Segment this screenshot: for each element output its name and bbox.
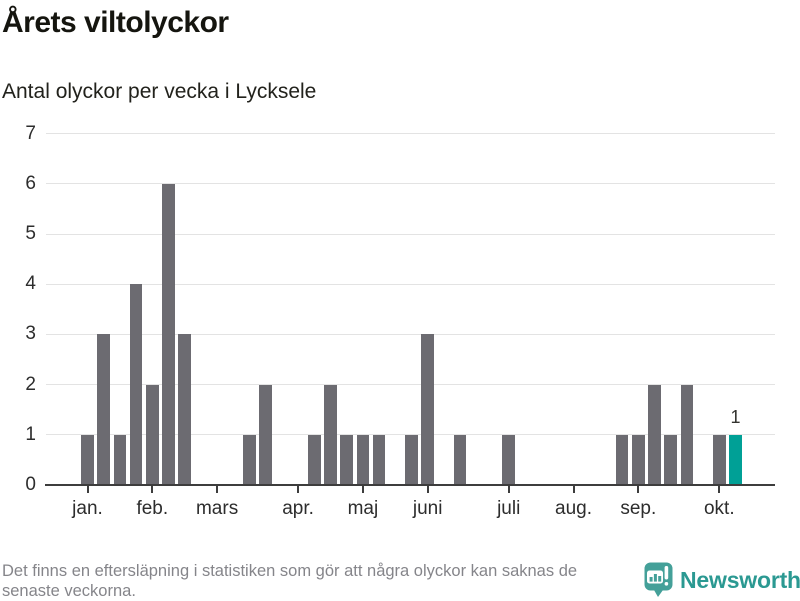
x-axis-tick: [216, 486, 219, 493]
gridline: [46, 233, 775, 235]
bar: [356, 434, 370, 485]
x-axis-month-label: mars: [195, 498, 239, 519]
y-axis-tick-label: 0: [25, 474, 36, 495]
x-axis-month-label: apr.: [282, 498, 314, 519]
newsworthy-logo-icon: [644, 562, 673, 597]
x-axis-month-label: maj: [347, 498, 379, 519]
newsworthy-logo: Newsworthy: [644, 562, 800, 598]
bar: [129, 284, 143, 485]
bar: [453, 434, 467, 485]
y-axis-tick-label: 1: [25, 423, 36, 445]
bar: [162, 183, 175, 485]
x-axis-line: [45, 484, 775, 486]
x-axis-tick: [637, 486, 640, 493]
bar: [615, 434, 629, 485]
x-axis-month-label: juli: [497, 498, 521, 519]
bar: [405, 434, 418, 485]
bar-value-label: 1: [730, 406, 741, 427]
y-axis-tick-label: 5: [25, 223, 36, 244]
x-axis-tick: [151, 486, 154, 493]
bar: [648, 384, 661, 485]
bar: [372, 434, 386, 485]
x-axis-tick: [507, 486, 510, 493]
gridline: [46, 283, 775, 285]
y-axis-tick-label: 7: [25, 122, 36, 144]
bar: [632, 434, 645, 485]
x-axis-tick: [297, 486, 300, 493]
footnote: Det finns en eftersläpning i statistiken…: [2, 562, 578, 600]
gridline: [46, 183, 775, 185]
bar: [502, 434, 515, 485]
x-axis-month-label: aug.: [555, 498, 592, 519]
x-axis-tick: [426, 486, 429, 493]
x-axis-tick: [361, 486, 364, 493]
x-axis-month-label: juni: [412, 498, 443, 519]
bar: [664, 434, 677, 485]
bar: [340, 434, 353, 485]
newsworthy-logo-text: Newsworthy: [680, 567, 800, 593]
bar-highlighted: [729, 434, 742, 485]
bar: [243, 434, 256, 485]
bar: [97, 334, 110, 485]
bar: [713, 434, 726, 485]
y-axis-tick-label: 2: [25, 373, 36, 395]
gridline: [46, 333, 775, 335]
y-axis-tick-label: 4: [25, 273, 36, 295]
x-axis-month-label: jan.: [72, 498, 103, 519]
bar: [680, 384, 694, 485]
bar: [113, 434, 127, 485]
y-axis-tick-label: 6: [25, 172, 36, 194]
bar: [324, 384, 337, 485]
chart-title: Årets viltolyckor: [2, 6, 229, 39]
gridline: [46, 133, 775, 135]
bar: [146, 384, 159, 485]
x-axis-month-label: sep.: [620, 498, 657, 519]
bar: [81, 434, 94, 485]
x-axis-tick: [718, 486, 721, 493]
x-axis-tick: [86, 486, 89, 493]
y-axis-tick-label: 3: [25, 323, 36, 345]
gridline: [46, 384, 775, 386]
bar: [259, 384, 272, 485]
x-axis-month-label: feb.: [136, 498, 169, 519]
bar: [308, 434, 321, 485]
bar: [421, 334, 434, 485]
x-axis-tick: [572, 486, 575, 493]
x-axis-month-label: okt.: [703, 498, 735, 519]
chart-subtitle: Antal olyckor per vecka i Lycksele: [2, 80, 317, 103]
bar: [178, 334, 191, 485]
